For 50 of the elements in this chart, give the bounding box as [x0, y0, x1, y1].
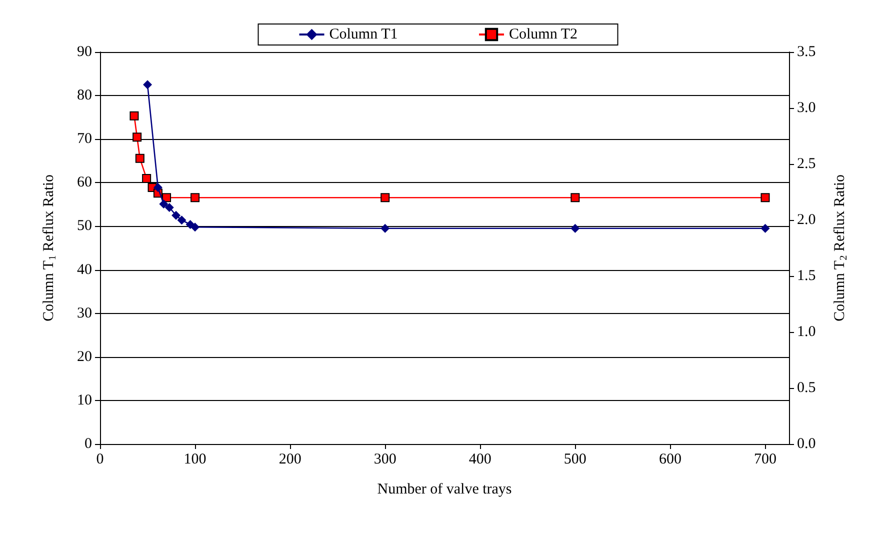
x-tick-label: 500 — [564, 452, 586, 468]
legend-label: Column T1 — [329, 26, 398, 42]
x-tick-label: 400 — [468, 452, 492, 468]
y2-tick-label: 1.0 — [797, 324, 816, 340]
y-tick-label: 30 — [77, 305, 92, 322]
point — [380, 224, 390, 233]
point — [135, 154, 144, 163]
point — [172, 210, 181, 220]
x-tick-label: 100 — [184, 452, 206, 468]
y-tick-label: 60 — [77, 174, 92, 191]
y-tick-label: 80 — [77, 88, 92, 104]
x-tick-label: 200 — [278, 452, 302, 468]
point — [570, 193, 580, 202]
y2-tick-label: 0.5 — [797, 380, 816, 396]
point — [130, 111, 139, 120]
y2-tick-label: 3.0 — [797, 100, 816, 116]
y2-tick-label: 2.0 — [797, 212, 816, 228]
y2-tick-label: 1.5 — [797, 268, 816, 284]
point — [143, 80, 152, 90]
x-tick-label: 600 — [658, 452, 682, 468]
y-tick-label: 10 — [77, 392, 92, 408]
y-tick-label: 90 — [77, 44, 92, 60]
y-tick-label: 0 — [84, 436, 92, 452]
point — [760, 193, 770, 202]
point — [164, 202, 174, 212]
x-axis-title: Number of valve trays — [377, 482, 512, 498]
y2-axis-title: Column T2 Reflux Ratio — [832, 174, 850, 322]
y-tick-label: 70 — [77, 131, 92, 148]
point — [190, 193, 200, 202]
point — [132, 132, 142, 142]
point — [177, 216, 186, 225]
point — [162, 193, 172, 202]
y2-tick-label: 0.0 — [797, 436, 816, 452]
point — [760, 224, 770, 233]
y-tick-label: 50 — [77, 218, 92, 234]
point — [142, 174, 152, 184]
y-tick-label: 20 — [77, 348, 92, 365]
x-tick-label: 700 — [754, 452, 776, 468]
y-tick-label: 40 — [77, 262, 92, 278]
point — [190, 222, 200, 232]
point — [153, 182, 162, 192]
y-axis-title: Column T1 Reflux Ratio — [41, 174, 58, 322]
x-tick-label: 0 — [96, 452, 104, 468]
x-tick-label: 300 — [374, 452, 396, 468]
point — [570, 224, 580, 233]
legend-label: Column T2 — [509, 26, 578, 42]
point — [380, 193, 390, 202]
y2-tick-label: 3.5 — [797, 44, 816, 60]
point — [159, 200, 168, 209]
y2-tick-label: 2.5 — [797, 156, 816, 172]
